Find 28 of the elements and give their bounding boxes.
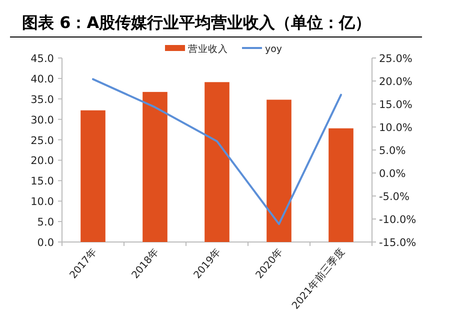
y2-tick-label: 25.0% [379,53,412,65]
chart-title: 图表 6：A股传媒行业平均营业收入（单位：亿） [22,13,372,32]
legend-label: 营业收入 [188,43,228,55]
y-tick-label: 25.0 [30,134,54,147]
y-tick-label: 15.0 [30,176,54,188]
y-tick-label: 30.0 [30,114,54,126]
legend-label: yoy [265,44,282,55]
y-tick-label: 20.0 [30,155,54,168]
y2-tick-label: 20.0% [379,76,412,88]
bar [328,128,354,242]
y2-tick-label: -15.0% [379,237,416,249]
y-tick-label: 40.0 [30,73,54,86]
bar [142,92,168,242]
y2-tick-label: 10.0% [379,122,412,134]
y2-tick-label: 15.0% [379,99,412,111]
y2-tick-label: 0.0% [379,168,406,180]
y2-tick-label: -5.0% [379,191,410,203]
line-series [92,78,342,226]
bar [80,110,106,242]
y2-tick-label: -10.0% [379,214,416,226]
bar [204,82,230,242]
y2-tick-label: 5.0% [379,145,406,157]
bar [266,100,292,242]
y-tick-label: 45.0 [30,53,54,65]
y-tick-label: 10.0 [30,196,54,208]
y-tick-label: 35.0 [30,94,54,106]
y-tick-label: 0.0 [37,237,54,249]
y-tick-label: 5.0 [37,216,54,229]
